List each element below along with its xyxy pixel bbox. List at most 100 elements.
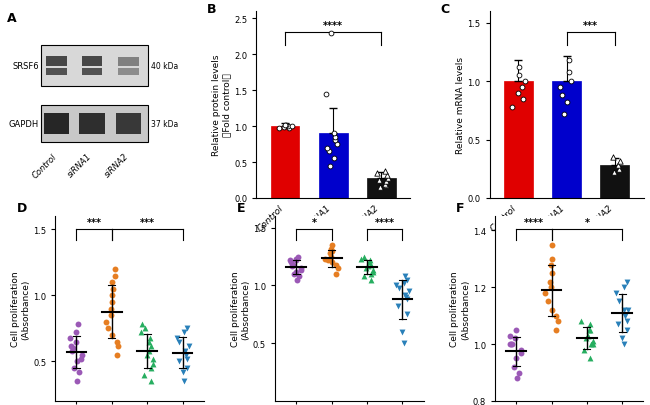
Point (291, 257, 301, 264)
Point (365, 257, 375, 264)
Point (70, 339, 81, 345)
Point (374, 177, 385, 184)
Point (107, 299, 118, 305)
Point (510, 335, 521, 342)
Text: 40 kDa: 40 kDa (151, 62, 178, 70)
Point (404, 288, 414, 295)
Point (292, 277, 302, 283)
Point (506, 341, 517, 347)
Point (324, 149, 334, 155)
Point (328, 156, 339, 162)
Point (512, 90, 523, 97)
Point (182, 325, 192, 332)
Y-axis label: Cell proliferation
(Absorbance): Cell proliferation (Absorbance) (11, 271, 31, 347)
Point (291, 269, 302, 275)
Point (71, 329, 81, 336)
Point (552, 318, 563, 325)
Bar (40, 105, 148, 143)
Point (380, 181, 390, 188)
Bar (46, 57, 67, 67)
Point (584, 321, 595, 328)
Text: F: F (456, 202, 465, 215)
Point (547, 270, 557, 277)
Point (545, 279, 556, 285)
Text: SRSF6: SRSF6 (12, 62, 39, 70)
Point (368, 268, 378, 274)
Point (619, 307, 630, 313)
Bar (79, 114, 105, 134)
Point (511, 355, 521, 362)
Point (402, 296, 412, 303)
Point (179, 347, 190, 354)
Point (142, 352, 152, 358)
Point (179, 329, 190, 336)
Point (564, 70, 574, 76)
Point (621, 279, 632, 285)
Point (145, 335, 155, 341)
Point (146, 378, 156, 384)
Point (72, 378, 83, 384)
Point (68, 345, 78, 352)
Text: 37 kDa: 37 kDa (151, 119, 178, 128)
Point (287, 262, 298, 268)
Point (551, 313, 562, 319)
Point (505, 333, 515, 339)
Point (296, 265, 307, 272)
Point (566, 79, 576, 85)
Point (613, 162, 623, 169)
Point (356, 256, 367, 262)
Text: ****: **** (323, 21, 343, 31)
Point (332, 141, 343, 148)
Point (361, 265, 372, 272)
Point (394, 285, 404, 291)
Point (177, 369, 188, 375)
Point (66, 342, 76, 349)
Point (73, 322, 84, 328)
Point (327, 248, 337, 254)
Text: B: B (207, 3, 216, 16)
Point (366, 271, 376, 277)
Point (368, 269, 378, 275)
Bar (367, 178, 396, 198)
Point (326, 246, 337, 252)
Point (111, 352, 122, 358)
Point (146, 342, 156, 349)
Point (325, 250, 335, 257)
Point (103, 325, 114, 332)
Point (516, 347, 526, 353)
Point (615, 158, 625, 164)
Point (505, 341, 515, 347)
Point (322, 145, 332, 151)
Point (283, 124, 293, 130)
Text: *: * (311, 218, 317, 228)
Point (329, 131, 339, 137)
Point (289, 271, 299, 277)
Point (507, 104, 517, 111)
Point (391, 283, 402, 289)
Point (325, 163, 335, 169)
Point (551, 327, 562, 333)
Text: A: A (6, 12, 16, 25)
Point (284, 125, 294, 132)
Point (584, 327, 594, 333)
Text: *: * (584, 218, 590, 228)
Point (619, 284, 629, 291)
Point (111, 339, 122, 345)
Bar (118, 58, 138, 67)
Point (512, 375, 522, 382)
Point (623, 307, 634, 313)
Point (543, 298, 553, 305)
Bar (270, 127, 300, 198)
Point (323, 257, 333, 264)
Point (182, 356, 192, 362)
Point (105, 305, 116, 312)
Point (293, 254, 304, 260)
Point (397, 328, 408, 335)
Point (359, 254, 370, 260)
Text: C: C (441, 3, 450, 16)
Point (144, 339, 154, 345)
Point (588, 338, 598, 345)
Point (172, 335, 182, 341)
Point (279, 124, 289, 131)
Y-axis label: Relative mRNA levels: Relative mRNA levels (456, 57, 465, 153)
